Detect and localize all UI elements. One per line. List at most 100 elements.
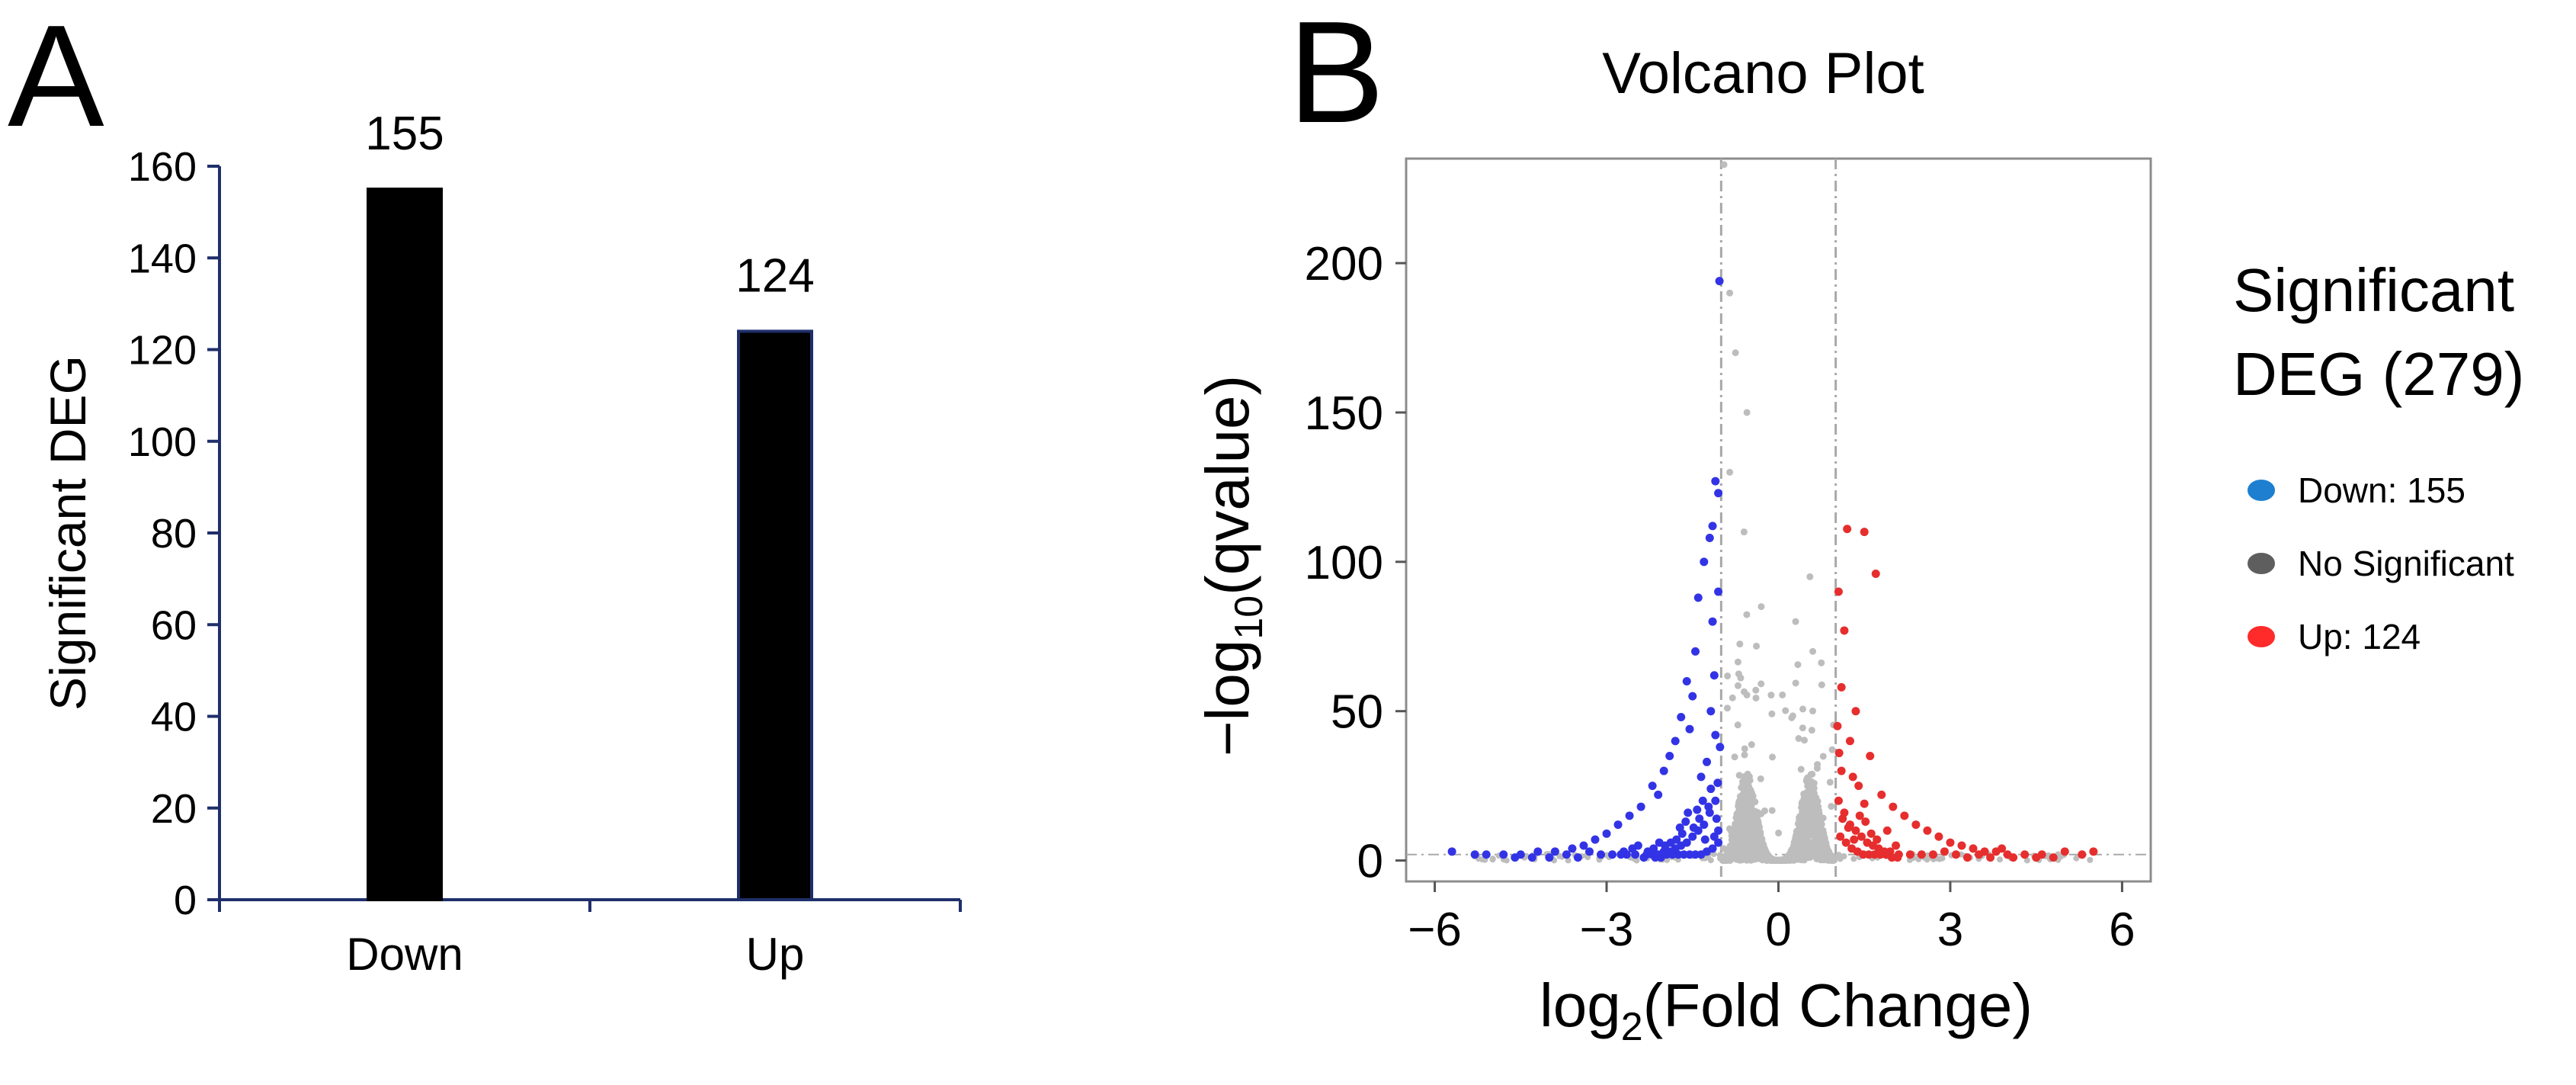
- down-point: [1656, 853, 1665, 862]
- down-point: [1499, 850, 1508, 859]
- y-tick-label: 50: [1331, 686, 1383, 739]
- ns-point: [1810, 838, 1818, 846]
- ns-point: [1731, 753, 1738, 761]
- ns-point: [1801, 737, 1809, 744]
- up-point: [1905, 850, 1914, 859]
- ns-point: [1808, 827, 1815, 835]
- ns-point: [1761, 807, 1769, 814]
- down-point: [1597, 850, 1606, 859]
- down-point: [1568, 844, 1577, 853]
- ns-point: [1803, 776, 1811, 784]
- ns-point: [1743, 692, 1751, 699]
- down-point: [1482, 850, 1491, 859]
- up-point: [1877, 790, 1886, 799]
- down-point: [1712, 814, 1721, 823]
- ns-point: [1745, 773, 1753, 781]
- down-point: [1579, 841, 1588, 850]
- legend-title-line-2: DEG (279): [2233, 340, 2524, 408]
- ns-point: [1809, 647, 1817, 655]
- volcano-title: Volcano Plot: [1602, 41, 1924, 106]
- ns-point: [1732, 850, 1740, 858]
- ns-point: [1726, 468, 1734, 476]
- down-point: [1671, 737, 1680, 746]
- up-point: [1854, 782, 1863, 791]
- down-point: [1447, 847, 1456, 856]
- down-point: [1527, 853, 1536, 862]
- y-tick-label: 0: [1357, 836, 1383, 888]
- down-point: [1693, 593, 1703, 602]
- up-point: [1998, 844, 2007, 853]
- up-point: [1861, 817, 1870, 827]
- up-point: [1833, 721, 1842, 730]
- ns-point: [1809, 770, 1816, 778]
- down-point: [1684, 808, 1693, 817]
- y-tick-label: 140: [128, 236, 197, 281]
- ns-point: [1735, 798, 1743, 805]
- ns-point: [1792, 618, 1799, 625]
- up-point: [1873, 835, 1882, 844]
- ns-point: [1723, 705, 1731, 712]
- ns-point: [1792, 679, 1799, 687]
- ns-point: [1740, 528, 1748, 536]
- up-point: [1834, 587, 1843, 596]
- ns-point: [1799, 705, 1807, 713]
- up-point: [2089, 847, 2098, 856]
- down-point: [1700, 835, 1709, 844]
- ns-point: [1720, 161, 1728, 169]
- ns-point: [1808, 804, 1815, 812]
- down-point: [1674, 850, 1683, 859]
- ns-point: [1813, 811, 1821, 818]
- bar-up: [737, 329, 813, 901]
- up-point: [1882, 826, 1892, 835]
- down-point: [1700, 557, 1709, 567]
- ns-point: [1850, 855, 1857, 862]
- down-point: [1703, 757, 1712, 766]
- ns-point: [1751, 807, 1759, 815]
- down-point: [1533, 847, 1543, 856]
- ns-point: [1818, 659, 1825, 666]
- up-point: [1838, 814, 1847, 823]
- ns-point: [1812, 817, 1820, 824]
- down-point: [1608, 850, 1617, 859]
- up-point: [1844, 823, 1853, 832]
- ns-point: [2073, 855, 2080, 862]
- x-tick-label: 3: [1937, 904, 1963, 956]
- ns-point: [1786, 851, 1794, 859]
- ns-point: [1801, 825, 1809, 833]
- ns-point: [1752, 694, 1760, 701]
- bar-down: [367, 188, 443, 901]
- ns-point: [1775, 829, 1783, 836]
- y-tick-label: 120: [128, 328, 197, 374]
- up-point: [1864, 850, 1873, 859]
- y-tick-label: 0: [174, 878, 197, 923]
- ns-point: [1768, 710, 1776, 717]
- y-axis-title: −log10(qvalue): [1193, 375, 1271, 756]
- ns-point: [1756, 833, 1764, 841]
- down-point: [1704, 802, 1713, 811]
- up-point: [1892, 841, 1901, 850]
- x-tick-label: 6: [2109, 904, 2135, 956]
- ns-point: [1799, 724, 1806, 732]
- down-point: [1677, 713, 1686, 722]
- ns-point: [1725, 825, 1733, 833]
- down-point: [1562, 850, 1571, 859]
- ns-point: [1489, 856, 1496, 863]
- down-point: [1550, 847, 1559, 856]
- up-point: [1975, 850, 1984, 859]
- up-point: [1840, 626, 1849, 635]
- legend-title-line-1: Significant: [2233, 256, 2514, 324]
- down-point: [1682, 677, 1691, 686]
- ns-point: [1797, 766, 1805, 773]
- down-point: [1636, 802, 1645, 811]
- y-tick-label: 20: [151, 786, 197, 832]
- x-tick-label: −3: [1580, 904, 1634, 956]
- down-point: [1643, 847, 1652, 856]
- up-point: [1841, 838, 1850, 847]
- ns-point: [1738, 856, 1745, 864]
- down-point: [1695, 814, 1704, 823]
- ns-point: [1924, 856, 1930, 863]
- up-point: [1860, 528, 1869, 537]
- up-point: [1917, 850, 1926, 859]
- y-tick-label: 200: [1305, 238, 1383, 291]
- up-point: [1850, 835, 1859, 844]
